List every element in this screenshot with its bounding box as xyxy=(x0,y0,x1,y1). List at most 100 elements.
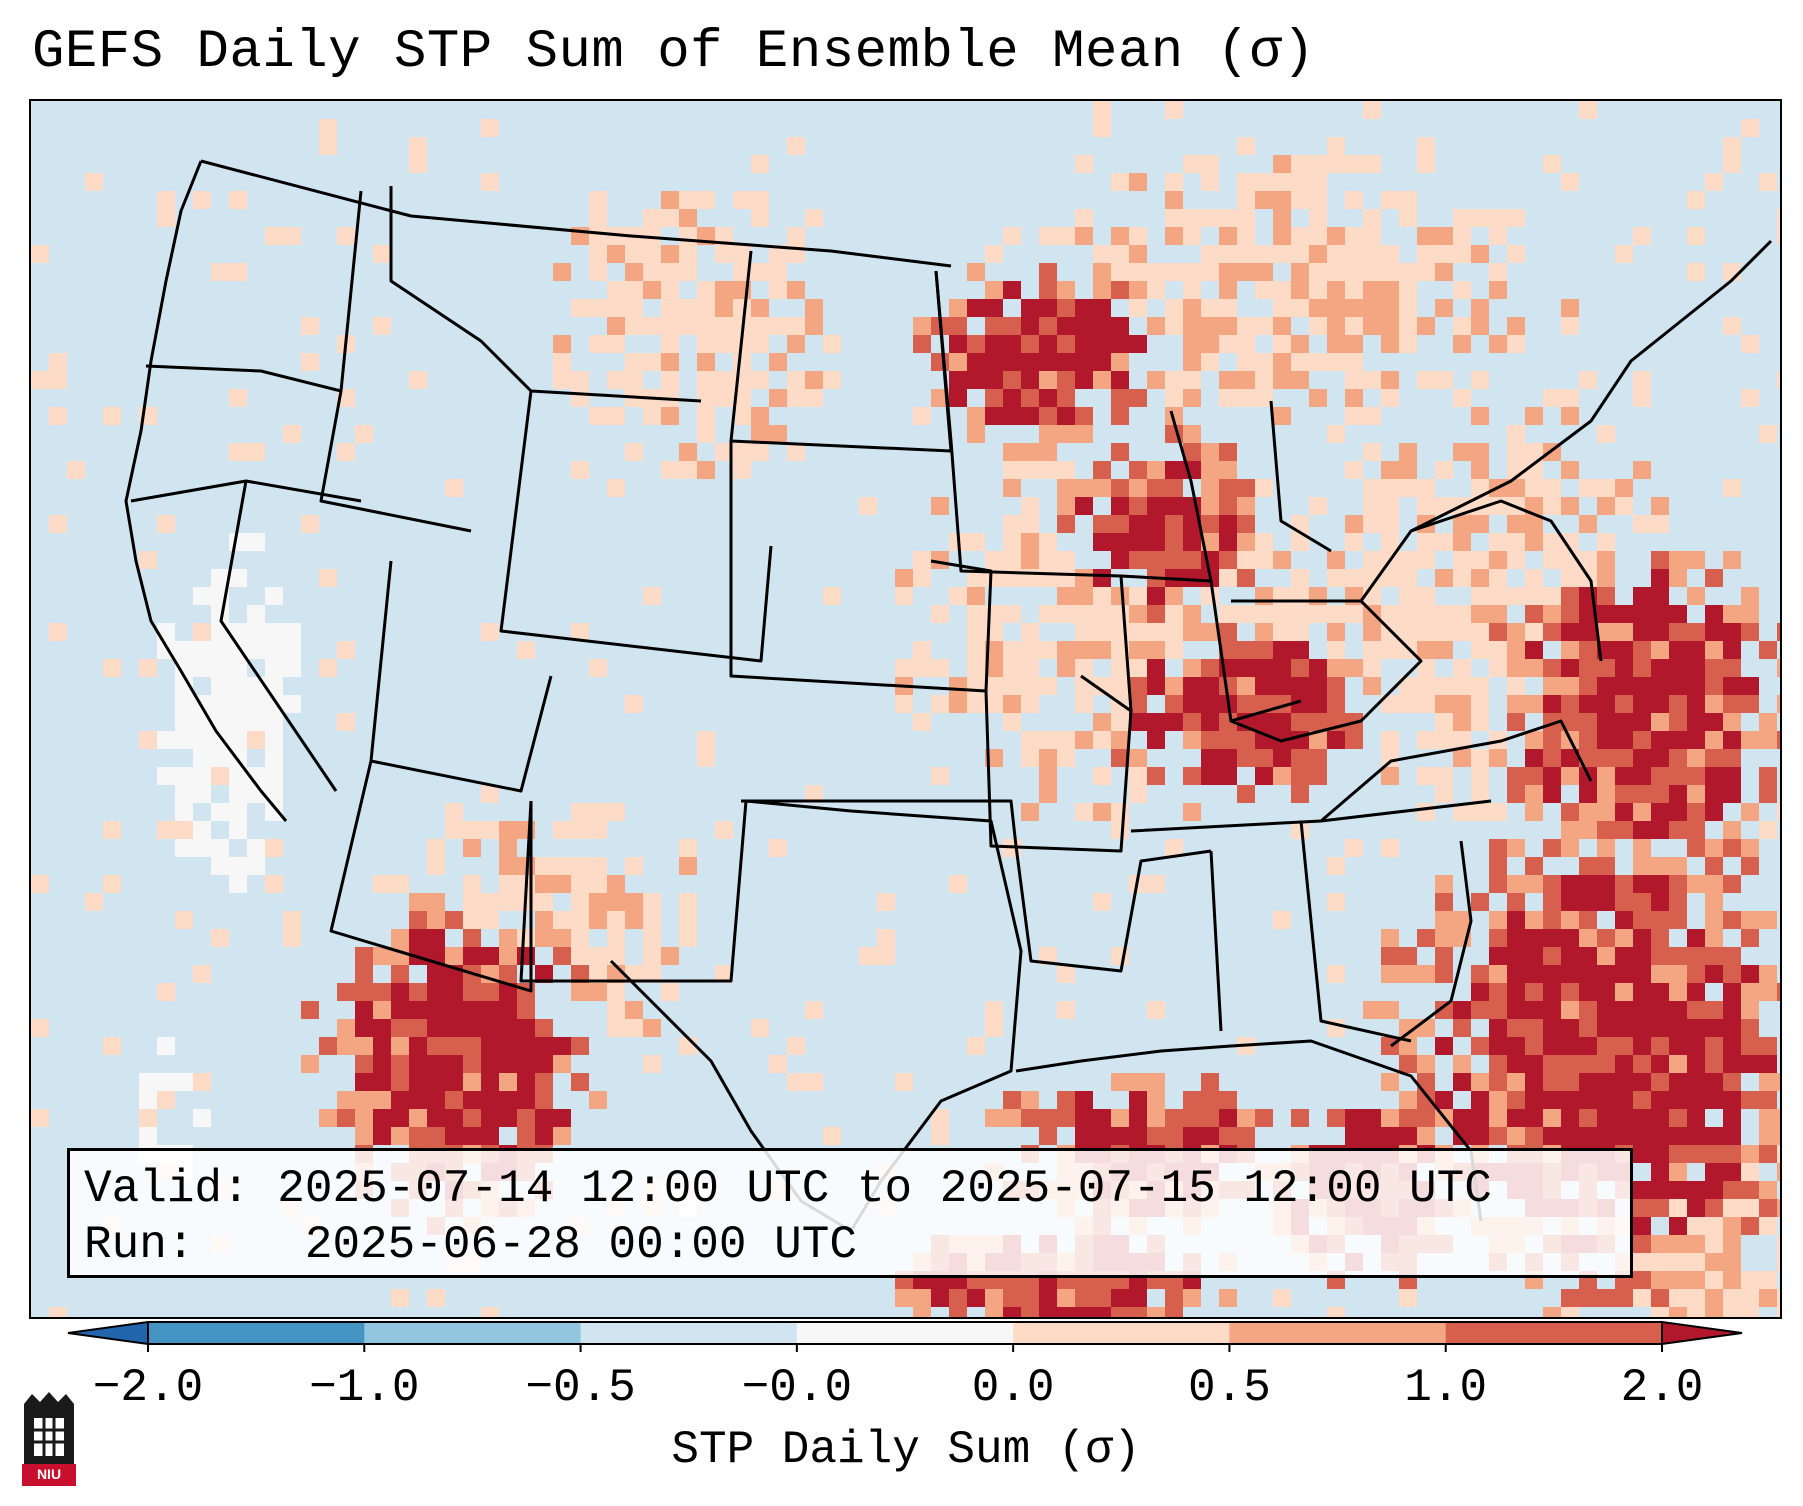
grid-cell xyxy=(1435,623,1453,641)
grid-cell xyxy=(1309,353,1327,371)
grid-cell xyxy=(661,461,679,479)
grid-cell xyxy=(1651,1235,1669,1253)
grid-cell xyxy=(1723,1271,1741,1289)
grid-cell xyxy=(1723,1091,1741,1109)
grid-cell xyxy=(805,1073,823,1091)
grid-cell xyxy=(1147,1307,1165,1317)
grid-cell xyxy=(1129,533,1147,551)
grid-cell xyxy=(1345,839,1363,857)
grid-cell xyxy=(1291,785,1309,803)
grid-cell xyxy=(1435,1091,1453,1109)
grid-cell xyxy=(949,353,967,371)
grid-cell xyxy=(1561,569,1579,587)
grid-cell xyxy=(1381,947,1399,965)
grid-cell xyxy=(1597,875,1615,893)
grid-cell xyxy=(1327,695,1345,713)
grid-cell xyxy=(1669,893,1687,911)
grid-cell xyxy=(1093,731,1111,749)
grid-cell xyxy=(1255,713,1273,731)
grid-cell xyxy=(1039,677,1057,695)
grid-cell xyxy=(1507,515,1525,533)
grid-cell xyxy=(1525,587,1543,605)
grid-cell xyxy=(1093,119,1111,137)
grid-cell xyxy=(1741,857,1759,875)
grid-cell xyxy=(1165,371,1183,389)
colorbar-tick-label: 0.0 xyxy=(971,1362,1055,1414)
ohio-kentucky xyxy=(1230,599,1423,743)
grid-cell xyxy=(139,551,157,569)
grid-cell xyxy=(49,623,67,641)
grid-cell xyxy=(1165,515,1183,533)
grid-cell xyxy=(1201,443,1219,461)
grid-cell xyxy=(787,281,805,299)
grid-cell xyxy=(661,281,679,299)
grid-cell xyxy=(1741,1037,1759,1055)
grid-cell xyxy=(607,407,625,425)
grid-cell xyxy=(157,731,175,749)
grid-cell xyxy=(571,929,589,947)
grid-cell xyxy=(1237,353,1255,371)
grid-cell xyxy=(607,1001,625,1019)
grid-cell xyxy=(985,245,1003,263)
grid-cell xyxy=(1291,623,1309,641)
grid-cell xyxy=(607,317,625,335)
grid-cell xyxy=(1651,875,1669,893)
grid-cell xyxy=(1147,659,1165,677)
grid-cell xyxy=(1219,461,1237,479)
colorbar-segment xyxy=(148,1322,365,1344)
grid-cell xyxy=(1291,641,1309,659)
grid-cell xyxy=(1273,641,1291,659)
grid-cell xyxy=(1741,965,1759,983)
grid-cell xyxy=(1219,371,1237,389)
grid-cell xyxy=(1615,983,1633,1001)
grid-cell xyxy=(1147,767,1165,785)
grid-cell xyxy=(391,875,409,893)
grid-cell xyxy=(589,263,607,281)
grid-cell xyxy=(1219,605,1237,623)
grid-cell xyxy=(1309,245,1327,263)
grid-cell xyxy=(571,461,589,479)
grid-cell xyxy=(1453,551,1471,569)
grid-cell xyxy=(697,317,715,335)
grid-cell xyxy=(1201,461,1219,479)
grid-cell xyxy=(1777,695,1780,713)
grid-cell xyxy=(1219,623,1237,641)
grid-cell xyxy=(1597,1019,1615,1037)
grid-cell xyxy=(1435,1001,1453,1019)
grid-cell xyxy=(1381,497,1399,515)
grid-cell xyxy=(1255,173,1273,191)
grid-cell xyxy=(1381,317,1399,335)
grid-cell xyxy=(913,1289,931,1307)
grid-cell xyxy=(1561,839,1579,857)
grid-cell xyxy=(1615,1019,1633,1037)
grid-cell xyxy=(265,659,283,677)
grid-cell xyxy=(1597,893,1615,911)
grid-cell xyxy=(1597,677,1615,695)
colorbar-tick-label: −2.0 xyxy=(92,1362,204,1414)
grid-cell xyxy=(1237,605,1255,623)
grid-cell xyxy=(1291,821,1309,839)
grid-cell xyxy=(1633,947,1651,965)
grid-cell xyxy=(535,1091,553,1109)
grid-cell xyxy=(1453,1127,1471,1145)
grid-cell xyxy=(1669,1181,1687,1199)
grid-cell xyxy=(1597,929,1615,947)
grid-cell xyxy=(1669,659,1687,677)
grid-cell xyxy=(409,929,427,947)
grid-cell xyxy=(1417,605,1435,623)
grid-cell xyxy=(481,119,499,137)
grid-cell xyxy=(373,875,391,893)
grid-cell xyxy=(1471,965,1489,983)
grid-cell xyxy=(1435,263,1453,281)
grid-cell xyxy=(463,1055,481,1073)
grid-cell xyxy=(517,1001,535,1019)
run-line: Run: 2025-06-28 00:00 UTC xyxy=(84,1217,1616,1273)
grid-cell xyxy=(1651,587,1669,605)
grid-cell xyxy=(445,821,463,839)
grid-cell xyxy=(859,497,877,515)
grid-cell xyxy=(1183,569,1201,587)
grid-cell xyxy=(1147,281,1165,299)
grid-cell xyxy=(733,299,751,317)
grid-cell xyxy=(1489,569,1507,587)
grid-cell xyxy=(1003,1307,1021,1317)
